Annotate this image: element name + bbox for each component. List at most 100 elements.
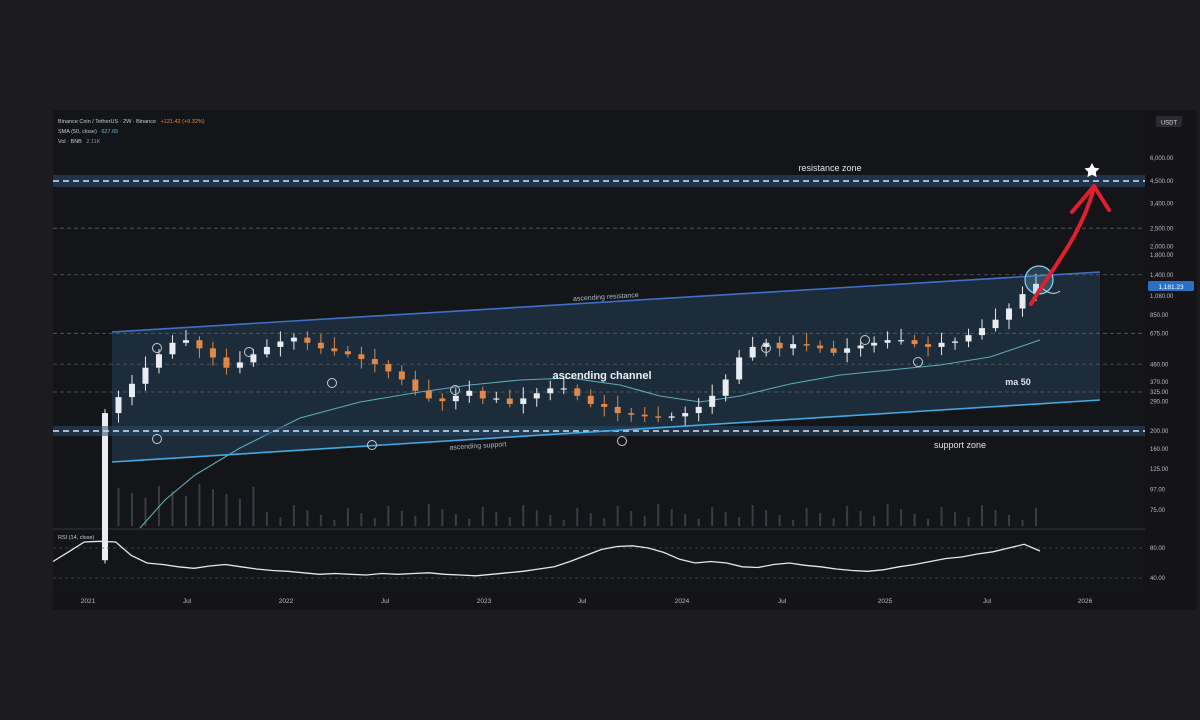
candle-body [412, 379, 419, 391]
price-tick-label: 1,800.00 [1150, 253, 1174, 259]
volume-bar [900, 509, 903, 526]
candle-body [992, 319, 999, 329]
legend-sma-value: 627.65 [101, 129, 118, 135]
candle-body [358, 354, 365, 360]
volume-bar [346, 508, 349, 526]
volume-bar [225, 494, 228, 526]
volume-bar [306, 510, 309, 526]
rsi-tick-80: 80.00 [1150, 546, 1166, 552]
pivot-markers [152, 335, 923, 450]
legend-change: +121.42 (+9.32%) [161, 119, 205, 125]
volume-bar [144, 498, 147, 526]
price-tick-label: 2,500.00 [1150, 226, 1174, 232]
volume-bar [198, 484, 201, 526]
pivot-high-marker [327, 378, 337, 388]
pivot-low-marker [617, 436, 627, 446]
candle-body [830, 348, 837, 353]
volume-bar [427, 504, 430, 526]
time-tick-label: 2021 [81, 598, 96, 605]
pivot-high-marker [860, 335, 870, 345]
volume-bar [616, 506, 619, 526]
time-tick-label: Jul [778, 598, 787, 605]
time-tick-label: 2023 [477, 598, 492, 605]
candle-body [196, 340, 203, 349]
candle-body [371, 359, 378, 365]
legend-volume: Vol · BNB 2.11K [58, 139, 101, 145]
candle-body [871, 342, 878, 346]
legend-sma: SMA (50, close) 627.65 [58, 129, 118, 135]
rsi-tick-40: 40.00 [1150, 576, 1166, 582]
volume-bar [751, 505, 754, 526]
candle-body [776, 342, 783, 349]
volume-bar [1008, 515, 1011, 526]
volume-bar [670, 509, 673, 526]
pivot-high-marker [152, 343, 162, 353]
candle-body [398, 371, 405, 380]
candle-body [466, 390, 473, 396]
time-tick-label: Jul [578, 598, 587, 605]
volume-bar [819, 513, 822, 526]
candle-body [857, 345, 864, 349]
price-tick-label: 1,080.00 [1150, 294, 1174, 300]
price-tick-label: 850.00 [1150, 313, 1169, 319]
candle-body [142, 367, 149, 384]
legend-vol-value: 2.11K [86, 139, 100, 145]
price-tick-label: 125.00 [1150, 467, 1169, 473]
currency-badge[interactable] [1156, 116, 1182, 127]
volume-bar [481, 507, 484, 526]
volume-bar [792, 520, 795, 526]
volume-bar [589, 513, 592, 526]
price-tick-label: 75.00 [1150, 508, 1166, 514]
candle-body [236, 362, 243, 368]
time-tick-label: 2026 [1078, 598, 1093, 605]
ascending-channel-label: ascending channel [552, 370, 651, 382]
volume-bar [373, 518, 376, 526]
volume-bar [522, 505, 525, 526]
currency-label: USDT [1161, 121, 1178, 127]
volume-bar [441, 509, 444, 526]
last-price-label: 1,181.23 [1158, 284, 1184, 291]
price-tick-label: 4,500.00 [1150, 179, 1174, 185]
candle-body [115, 397, 122, 414]
ascending-resistance-line [111, 271, 1101, 333]
volume-bar [711, 507, 714, 526]
candle-body [668, 416, 675, 418]
volume-bar [171, 491, 174, 526]
candle-body [304, 337, 311, 343]
volume-bar [130, 493, 133, 526]
candle-body [263, 346, 270, 355]
volume-bar [576, 508, 579, 526]
legend-symbol: Binance Coin / TetherUS · 2W · Binance +… [58, 119, 205, 125]
volume-bar [994, 510, 997, 526]
candle-body [965, 335, 972, 342]
candle-body [331, 348, 338, 352]
candle-body [884, 340, 891, 343]
candle-body [155, 354, 162, 368]
price-tick-label: 370.00 [1150, 380, 1169, 386]
candle-body [317, 342, 324, 349]
price-tick-label: 325.00 [1150, 390, 1169, 396]
resistance-zone-label: resistance zone [798, 163, 861, 173]
pivot-high-marker [450, 385, 460, 395]
candle-body [709, 395, 716, 407]
volume-bar [414, 516, 417, 526]
candle-body [209, 348, 216, 358]
candle-body [736, 357, 743, 380]
volume-bar [886, 504, 889, 526]
pivot-low-marker [913, 357, 923, 367]
ascending-resistance-label: ascending resistance [573, 292, 639, 303]
candle-body [547, 388, 554, 394]
price-tick-label: 290.00 [1150, 399, 1169, 405]
volume-bar [562, 520, 565, 526]
candle-body [385, 364, 392, 372]
candle-body [1006, 308, 1013, 320]
pivot-high-marker [244, 347, 254, 357]
volume-bar [603, 518, 606, 526]
candle-body [439, 398, 446, 402]
time-tick-label: 2025 [878, 598, 893, 605]
volume-bar [927, 519, 930, 526]
volume-bar [697, 519, 700, 526]
candle-body [628, 413, 635, 415]
price-tick-label: 1,400.00 [1150, 273, 1174, 279]
